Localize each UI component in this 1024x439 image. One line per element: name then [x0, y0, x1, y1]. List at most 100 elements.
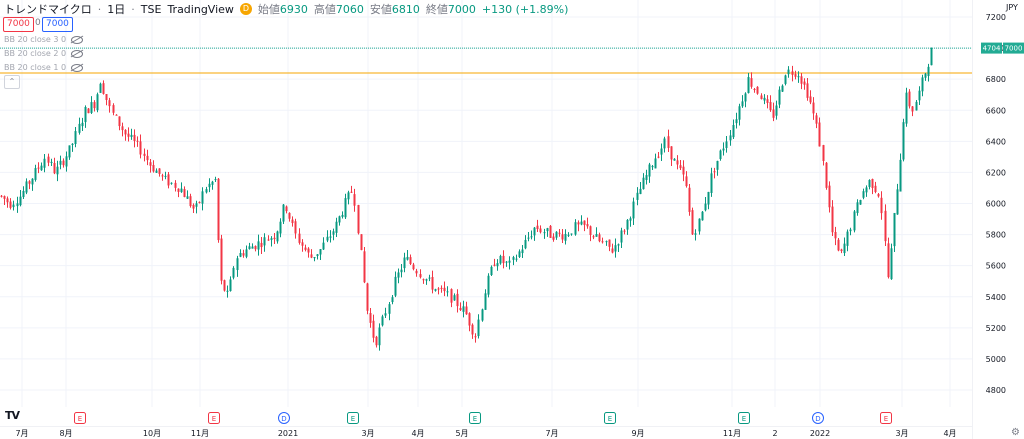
- sell-price-button[interactable]: 7000: [3, 17, 34, 32]
- candle-body: [701, 211, 704, 221]
- candle-body: [794, 74, 797, 77]
- candle-body: [437, 288, 440, 290]
- candle-body: [205, 189, 208, 193]
- y-tick-label: 5800: [986, 231, 1006, 240]
- earnings-marker[interactable]: E: [738, 412, 750, 424]
- candle-body: [127, 133, 130, 137]
- earnings-marker[interactable]: E: [347, 412, 359, 424]
- hidden-eye-icon[interactable]: [71, 49, 84, 58]
- candle-body: [19, 196, 22, 206]
- candle-body: [558, 232, 561, 234]
- candle-body: [34, 168, 37, 180]
- candle-body: [99, 83, 102, 93]
- candle-body: [828, 185, 831, 208]
- candle-body: [574, 222, 577, 235]
- candle-body: [809, 96, 812, 103]
- candle-body: [406, 256, 409, 260]
- earnings-marker[interactable]: E: [208, 412, 220, 424]
- ohlc-low: 安値6810: [369, 3, 420, 16]
- candle-body: [93, 102, 96, 109]
- chart-plot-area[interactable]: E E D E E E E D E: [0, 0, 972, 439]
- spread-value: 0: [35, 18, 41, 28]
- candle-body: [580, 221, 583, 225]
- candle-body: [905, 92, 908, 124]
- candle-body: [118, 116, 121, 127]
- candle-body: [474, 336, 477, 338]
- y-axis[interactable]: 4800 5000 5200 5400 5600 5800 6000 6200 6400 6600…: [972, 0, 1024, 439]
- candle-body: [155, 170, 158, 173]
- candle-body: [781, 85, 784, 92]
- collapse-legend-button[interactable]: ⌃: [4, 75, 20, 89]
- dividend-marker[interactable]: D: [278, 412, 290, 424]
- candle-body: [918, 90, 921, 101]
- candle-body: [130, 134, 133, 137]
- earnings-marker[interactable]: E: [604, 412, 616, 424]
- candle-body: [570, 233, 573, 235]
- interval-label[interactable]: 1日: [107, 3, 126, 16]
- candle-body: [456, 293, 459, 307]
- candle-body: [254, 246, 257, 250]
- candle-body: [226, 290, 229, 292]
- candle-body: [304, 247, 307, 250]
- candle-body: [201, 191, 204, 204]
- earnings-marker[interactable]: E: [469, 412, 481, 424]
- event-marker-label: D: [281, 415, 286, 423]
- delayed-data-badge[interactable]: D: [239, 3, 252, 15]
- symbol-name[interactable]: トレンドマイクロ: [4, 3, 92, 16]
- event-marker-label: E: [884, 415, 888, 423]
- candle-body: [911, 106, 914, 112]
- candle-body: [347, 192, 350, 200]
- buy-price-button[interactable]: 7000: [42, 17, 73, 32]
- tradingview-logo-icon[interactable]: TV: [5, 409, 20, 422]
- candle-body: [688, 187, 691, 212]
- candle-body: [710, 173, 713, 193]
- candle-body: [40, 165, 43, 171]
- candle-body: [108, 100, 111, 107]
- candle-body: [868, 179, 871, 187]
- event-marker-label: E: [742, 415, 746, 423]
- candle-body: [896, 189, 899, 215]
- earnings-marker[interactable]: E: [880, 412, 892, 424]
- candle-body: [930, 48, 933, 66]
- currency-selector[interactable]: JPY: [1006, 3, 1018, 12]
- candle-body: [859, 199, 862, 205]
- event-marker-label: E: [608, 415, 612, 423]
- candle-body: [846, 231, 849, 246]
- indicator-legend-bb-2[interactable]: BB 20 close 2 0: [4, 49, 84, 58]
- candle-body: [533, 227, 536, 236]
- candle-body: [915, 101, 918, 111]
- candle-body: [248, 246, 251, 250]
- event-marker-label: D: [815, 415, 820, 423]
- candle-body: [725, 141, 728, 148]
- indicator-legend-bb-3[interactable]: BB 20 close 3 0: [4, 35, 84, 44]
- dividend-marker[interactable]: D: [812, 412, 824, 424]
- candle-body: [834, 231, 837, 239]
- candle-body: [143, 153, 146, 156]
- candle-body: [521, 249, 524, 254]
- candle-body: [415, 270, 418, 274]
- candle-body: [267, 239, 270, 241]
- candle-body: [744, 93, 747, 102]
- earnings-marker[interactable]: E: [74, 412, 86, 424]
- hidden-eye-icon[interactable]: [71, 63, 84, 72]
- candle-body: [527, 237, 530, 239]
- last-price-label: 7000: [1005, 45, 1023, 53]
- candle-body: [217, 178, 220, 241]
- x-axis[interactable]: 7月 8月 10月 11月 2021 3月 4月 5月 7月 9月 11月 2 2022 3月 4月: [0, 426, 972, 439]
- x-tick-label: 9月: [631, 429, 644, 438]
- candle-body: [9, 201, 12, 208]
- candle-body: [338, 216, 341, 223]
- candle-body: [422, 279, 425, 281]
- indicator-legend-bb-1[interactable]: BB 20 close 1 0: [4, 63, 84, 72]
- x-tick-label: 2022: [810, 429, 830, 438]
- gear-icon[interactable]: ⚙: [1011, 427, 1020, 438]
- candle-body: [326, 236, 329, 241]
- candle-body: [112, 105, 115, 113]
- hidden-eye-icon[interactable]: [71, 35, 84, 44]
- candle-body: [43, 158, 46, 168]
- candle-body: [391, 297, 394, 303]
- candle-body: [670, 146, 673, 160]
- candle-body: [22, 190, 25, 198]
- candle-body: [65, 156, 68, 167]
- exchange-label: TSE: [140, 2, 162, 16]
